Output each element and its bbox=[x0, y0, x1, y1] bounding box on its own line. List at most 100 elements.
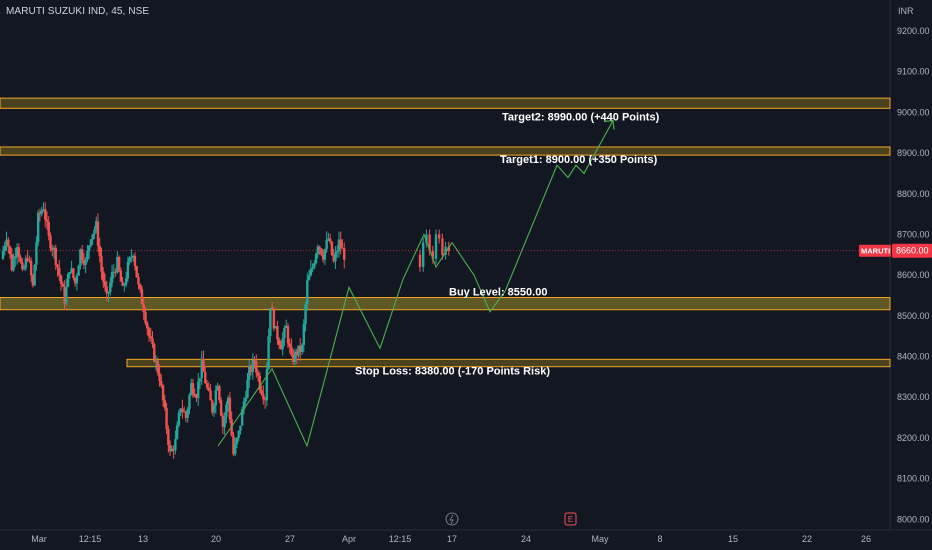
candle-body bbox=[327, 238, 330, 240]
candle-body bbox=[211, 400, 214, 413]
candle-body bbox=[158, 372, 161, 382]
candle-body bbox=[54, 247, 57, 265]
candle-body bbox=[75, 275, 79, 284]
annotation-label-1: Target1: 8900.00 (+350 Points) bbox=[500, 154, 658, 166]
candle-body bbox=[65, 286, 68, 304]
candle-body bbox=[434, 234, 438, 259]
candle-body bbox=[142, 304, 145, 313]
candle-body bbox=[202, 358, 205, 372]
candle-body bbox=[28, 259, 31, 261]
candle-body bbox=[265, 369, 269, 401]
candle-body bbox=[149, 336, 152, 339]
candle-body bbox=[277, 339, 281, 345]
candle-body bbox=[299, 345, 302, 353]
candle-body bbox=[154, 360, 158, 362]
earnings-event-icon bbox=[564, 512, 577, 526]
x-tick-label-12: 22 bbox=[802, 534, 812, 544]
candle-body bbox=[72, 268, 75, 278]
candle-body bbox=[235, 437, 239, 444]
candle-body bbox=[38, 212, 42, 215]
y-tick-label-10: 9000.00 bbox=[897, 107, 930, 117]
candle-body bbox=[91, 234, 94, 240]
x-tick-label-1: 12:15 bbox=[79, 534, 102, 544]
annotation-label-0: Target2: 8990.00 (+440 Points) bbox=[502, 111, 660, 123]
x-tick-label-3: 20 bbox=[211, 534, 221, 544]
candle-body bbox=[26, 258, 29, 260]
y-tick-label-6: 8600.00 bbox=[897, 270, 930, 280]
candle-body bbox=[313, 263, 316, 268]
x-tick-label-13: 26 bbox=[861, 534, 871, 544]
candle-body bbox=[42, 209, 45, 211]
candle-body bbox=[73, 277, 77, 284]
y-tick-label-4: 8400.00 bbox=[897, 352, 930, 362]
candle-body bbox=[182, 411, 186, 413]
chart-title: MARUTI SUZUKI IND, 45, NSE bbox=[6, 6, 150, 17]
candle-body bbox=[321, 254, 325, 260]
candle-body bbox=[204, 371, 207, 384]
candle-body bbox=[218, 385, 221, 401]
candle-body bbox=[256, 372, 260, 376]
candle-body bbox=[66, 273, 70, 287]
candle-body bbox=[61, 283, 65, 287]
candle-body bbox=[168, 445, 172, 452]
candle-body bbox=[137, 277, 140, 285]
candle-body bbox=[237, 430, 240, 438]
projection-path-line bbox=[451, 120, 614, 313]
candle-body bbox=[126, 262, 130, 279]
candle-body bbox=[3, 245, 6, 251]
x-tick-label-9: May bbox=[591, 534, 609, 544]
candle-body bbox=[190, 383, 193, 396]
candle-body bbox=[17, 247, 21, 258]
candle-body bbox=[253, 359, 256, 362]
earnings-event-letter: E bbox=[568, 515, 573, 524]
candle-body bbox=[255, 361, 258, 373]
candle-body bbox=[103, 281, 107, 287]
candle-body bbox=[177, 412, 181, 426]
candle-body bbox=[332, 255, 335, 262]
symbol-badge bbox=[859, 244, 891, 257]
x-tick-label-0: Mar bbox=[31, 534, 47, 544]
candle-body bbox=[49, 235, 52, 249]
candle-body bbox=[191, 383, 195, 394]
candle-body bbox=[330, 241, 334, 256]
currency-label: INR bbox=[898, 6, 914, 16]
candle-body bbox=[59, 275, 63, 284]
candle-body bbox=[15, 247, 19, 257]
candle-body bbox=[200, 358, 203, 379]
candle-body bbox=[167, 429, 170, 446]
candle-body bbox=[110, 272, 114, 283]
candle-body bbox=[170, 448, 174, 452]
y-tick-label-3: 8300.00 bbox=[897, 392, 930, 402]
candle-body bbox=[139, 284, 142, 290]
candle-body bbox=[12, 258, 15, 271]
y-tick-label-0: 8000.00 bbox=[897, 514, 930, 524]
zone-stop bbox=[126, 358, 891, 368]
x-tick-label-4: 27 bbox=[285, 534, 295, 544]
candle-body bbox=[174, 438, 177, 451]
candle-body bbox=[269, 308, 272, 337]
candle-body bbox=[323, 249, 327, 260]
candle-body bbox=[86, 250, 89, 261]
x-tick-label-2: 13 bbox=[138, 534, 148, 544]
candle-body bbox=[233, 443, 237, 455]
candle-body bbox=[184, 412, 188, 419]
candle-body bbox=[68, 272, 72, 274]
candle-body bbox=[51, 248, 54, 251]
candle-body bbox=[262, 394, 265, 400]
candle-body bbox=[207, 387, 210, 391]
candle-body bbox=[8, 246, 12, 255]
candle-body bbox=[117, 256, 121, 271]
candle-body bbox=[281, 338, 284, 350]
candle-body bbox=[422, 242, 425, 268]
candle-body bbox=[10, 254, 13, 271]
candle-body bbox=[135, 265, 138, 278]
candle-body bbox=[98, 245, 101, 257]
candle-body bbox=[5, 239, 8, 246]
candle-body bbox=[82, 259, 86, 265]
candle-body bbox=[24, 258, 28, 268]
candle-body bbox=[95, 221, 98, 230]
dividend-event-icon bbox=[445, 512, 459, 526]
candle-body bbox=[279, 344, 283, 350]
